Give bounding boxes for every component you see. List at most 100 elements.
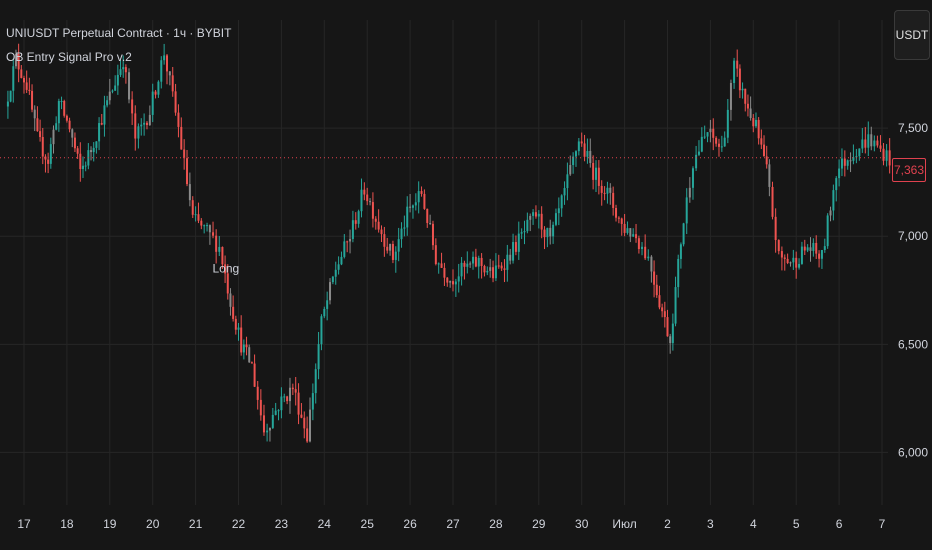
candle-body	[800, 246, 803, 264]
candle-body	[574, 151, 577, 157]
candle-body	[17, 54, 20, 70]
candle-body	[809, 247, 812, 251]
candle-body	[688, 187, 691, 198]
signal-label: Long	[213, 262, 240, 276]
candle-body	[443, 267, 446, 278]
candle-body	[838, 168, 841, 179]
x-tick-label: 28	[489, 517, 503, 531]
candle-body	[331, 276, 334, 283]
candle-body	[486, 270, 489, 273]
candle-body	[250, 362, 253, 364]
candle-body	[554, 213, 557, 225]
candle-body	[806, 247, 809, 251]
candle-body	[826, 215, 829, 247]
indicator-label[interactable]: OB Entry Signal Pro v.2	[6, 50, 132, 64]
candle-body	[749, 108, 752, 119]
candle-body	[820, 250, 823, 259]
candle-body	[606, 187, 609, 194]
candle-body	[409, 206, 412, 208]
candle-body	[226, 273, 229, 294]
candle-body	[879, 145, 882, 149]
x-tick-label: 25	[361, 517, 375, 531]
candle-body	[397, 239, 400, 252]
candle-body	[736, 60, 739, 69]
candle-body	[469, 263, 472, 265]
candle-body	[283, 396, 286, 398]
candle-body	[463, 262, 466, 267]
candle-body	[68, 120, 71, 130]
candle-body	[84, 165, 87, 167]
candle-body	[177, 112, 180, 127]
candle-body	[780, 251, 783, 258]
candle-body	[489, 267, 492, 271]
candle-body	[691, 168, 694, 188]
candle-body	[760, 138, 763, 145]
candle-body	[191, 200, 194, 215]
candle-body	[617, 217, 620, 219]
candle-body	[852, 157, 855, 161]
candle-body	[557, 208, 560, 214]
candle-body	[658, 295, 661, 308]
candle-body	[849, 160, 852, 162]
candle-body	[311, 393, 314, 410]
candle-body	[867, 134, 870, 148]
candle-body	[286, 396, 289, 402]
symbol-title: UNIUSDT Perpetual Contract · 1ч · BYBIT	[6, 26, 232, 40]
x-tick-label: 5	[793, 517, 800, 531]
candle-body	[294, 389, 297, 393]
candle-body	[240, 327, 243, 353]
candle-body	[679, 244, 682, 259]
candle-body	[400, 228, 403, 240]
candle-body	[140, 124, 143, 127]
candle-body	[403, 227, 406, 229]
y-tick-label: 6,500	[898, 337, 928, 351]
candle-body	[715, 137, 718, 144]
candle-body	[232, 306, 235, 319]
candle-body	[234, 318, 237, 330]
currency-button[interactable]: USDT	[894, 10, 930, 60]
candle-body	[682, 223, 685, 245]
candle-body	[131, 99, 134, 114]
x-tick-label: 4	[750, 517, 757, 531]
candle-body	[323, 308, 326, 317]
candle-body	[145, 122, 148, 126]
candle-body	[586, 150, 589, 157]
candle-body	[546, 227, 549, 238]
candle-body	[615, 207, 618, 218]
candle-body	[160, 60, 163, 82]
candle-body	[876, 140, 879, 146]
candle-body	[592, 162, 595, 180]
candle-body	[49, 144, 52, 164]
candle-body	[429, 222, 432, 224]
candle-body	[709, 128, 712, 133]
candle-body	[492, 267, 495, 279]
candle-body	[440, 263, 443, 268]
candle-body	[111, 90, 114, 92]
candle-body	[47, 159, 50, 164]
x-tick-label: 24	[318, 517, 332, 531]
candle-body	[843, 158, 846, 166]
candle-body	[720, 146, 723, 148]
candle-body	[314, 369, 317, 394]
candle-body	[277, 410, 280, 412]
candle-body	[317, 344, 320, 370]
candle-body	[774, 216, 777, 241]
candle-body	[870, 134, 873, 147]
candle-body	[343, 241, 346, 257]
candle-body	[500, 265, 503, 269]
x-tick-label: 21	[189, 517, 203, 531]
candle-body	[57, 101, 60, 124]
candle-body	[291, 387, 294, 390]
candle-body	[374, 218, 377, 222]
candle-body	[411, 205, 414, 208]
candle-body	[846, 160, 849, 166]
x-tick-label: 2	[664, 517, 671, 531]
candle-body	[446, 277, 449, 283]
y-tick-label: 7,000	[898, 229, 928, 243]
candle-body	[168, 71, 171, 76]
candle-body	[337, 264, 340, 270]
candle-body	[437, 263, 440, 265]
candle-body	[452, 281, 454, 285]
